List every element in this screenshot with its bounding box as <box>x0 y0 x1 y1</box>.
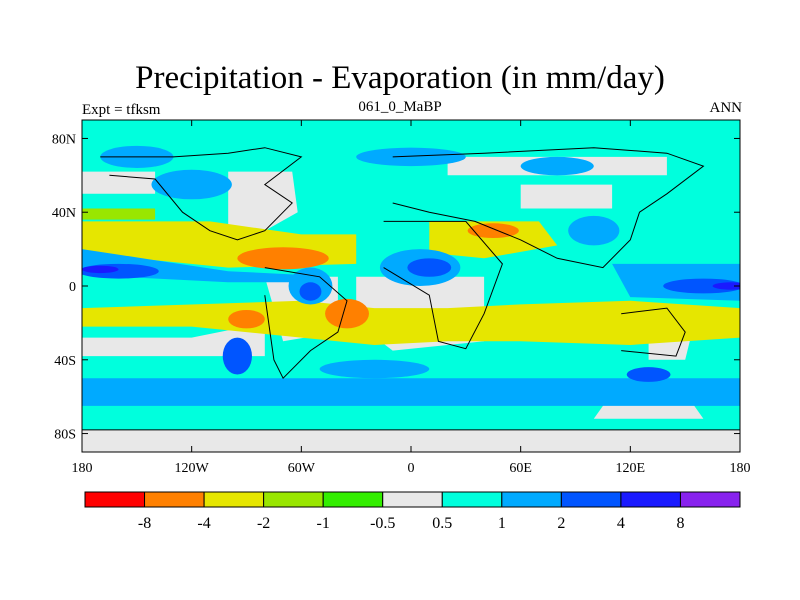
west-pacific-deep-blue <box>712 282 740 290</box>
south-atlantic-orange-core <box>325 298 369 329</box>
colorbar-label: 2 <box>557 515 565 532</box>
x-tick-label: 60W <box>288 461 316 476</box>
x-tick-label: 120E <box>616 461 646 476</box>
siberia-blue <box>520 156 594 176</box>
coastline-segment <box>264 267 348 380</box>
south-america-blue <box>222 337 252 375</box>
colorbar-swatch <box>382 491 443 508</box>
x-tick-label: 0 <box>408 461 415 476</box>
colorbar-swatch <box>322 491 384 508</box>
east-asia-blue <box>568 215 620 246</box>
colorbar-swatch <box>679 491 741 508</box>
coastline-segment <box>100 147 303 241</box>
y-tick-label: 40S <box>54 354 76 369</box>
atlantic-orange-core <box>237 247 329 270</box>
colorbar-swatch <box>263 491 324 508</box>
asia-gray <box>520 184 613 209</box>
colorbar-label: 8 <box>676 515 684 532</box>
colorbar-swatch <box>560 491 622 508</box>
colorbar-swatch <box>144 491 205 508</box>
colorbar-label: 4 <box>617 515 625 532</box>
itcz-deep-blue <box>82 265 119 274</box>
x-tick-label: 60E <box>509 461 532 476</box>
colorbar: -8 -4 -2 -1 -0.5 0.5 1 2 4 8 <box>84 491 741 532</box>
season-label: ANN <box>709 100 743 116</box>
y-tick-label: 80S <box>54 428 76 443</box>
coastline <box>82 147 740 431</box>
colorbar-swatch <box>620 491 681 508</box>
north-america-blue <box>151 169 232 200</box>
colorbar-label: 0.5 <box>432 515 452 532</box>
colorbar-label: -4 <box>197 515 210 532</box>
precip-field <box>82 120 740 452</box>
sahara-yellow <box>429 221 558 259</box>
east-pacific-orange-core <box>228 309 265 329</box>
y-tick-label: 0 <box>69 280 76 295</box>
period-label: 061_0_MaBP <box>358 99 442 115</box>
colorbar-label: -2 <box>257 515 270 532</box>
southern-ocean-blue <box>82 378 740 406</box>
coastline-segment <box>392 147 705 269</box>
colorbar-label: 1 <box>498 515 506 532</box>
africa-deep-blue <box>407 258 452 277</box>
south-atlantic-blue <box>319 359 430 379</box>
colorbar-label: -1 <box>317 515 330 532</box>
y-tick-label: 40N <box>52 206 76 221</box>
coastline-segment <box>621 307 686 357</box>
x-tick-label: 180 <box>730 461 751 476</box>
coastline-segment <box>383 220 503 350</box>
colorbar-swatch <box>84 491 146 508</box>
x-tick-label: 120W <box>175 461 210 476</box>
north-pacific-green <box>82 208 156 220</box>
colorbar-swatch <box>501 491 562 508</box>
colorbar-swatch <box>203 491 265 508</box>
amazon-deep-blue <box>299 282 322 301</box>
experiment-label: Expt = tfksm <box>82 102 161 118</box>
colorbar-swatch <box>441 491 503 508</box>
southern-indian-blue <box>626 367 671 382</box>
antarctic-gray <box>82 429 740 452</box>
north-america-gray <box>228 171 298 231</box>
north-pacific-gray <box>82 171 156 194</box>
south-pacific-gray <box>82 322 265 357</box>
axis-ticks: 180 120W 60W 0 60E 120E 180 80N 40N 0 40S 80S <box>52 120 751 476</box>
x-tick-label: 180 <box>72 461 93 476</box>
colorbar-label: -8 <box>138 515 151 532</box>
colorbar-label: -0.5 <box>370 515 395 532</box>
north-atlantic-blue <box>356 147 466 167</box>
map-title: Precipitation - Evaporation (in mm/day) <box>135 60 665 96</box>
y-tick-label: 80N <box>52 132 76 147</box>
west-pacific-blue <box>663 278 740 294</box>
